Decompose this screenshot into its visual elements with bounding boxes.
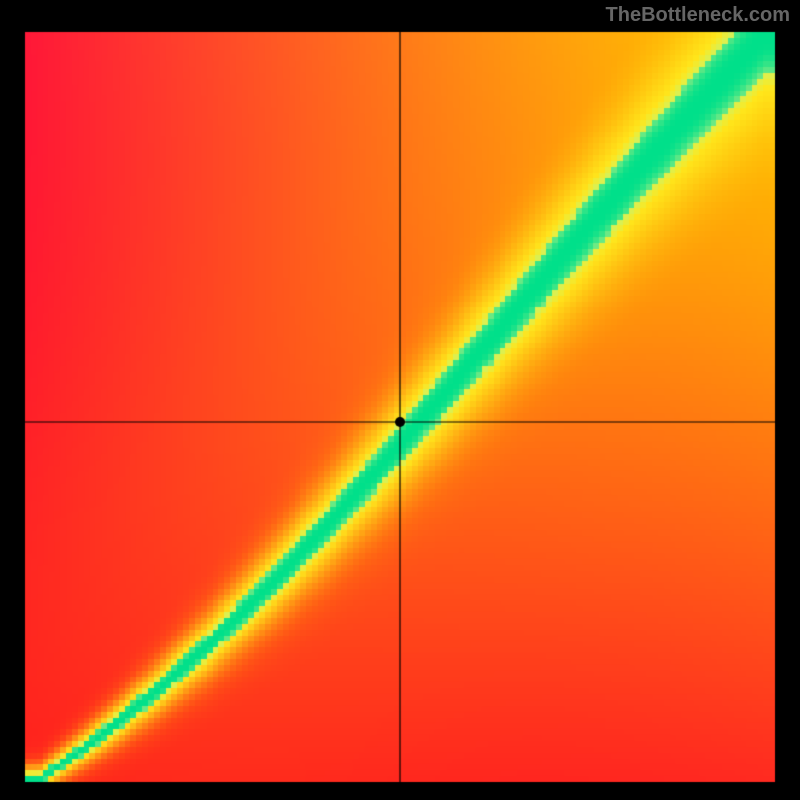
chart-container: TheBottleneck.com: [0, 0, 800, 800]
attribution-label: TheBottleneck.com: [606, 4, 790, 27]
bottleneck-heatmap: [0, 0, 800, 800]
